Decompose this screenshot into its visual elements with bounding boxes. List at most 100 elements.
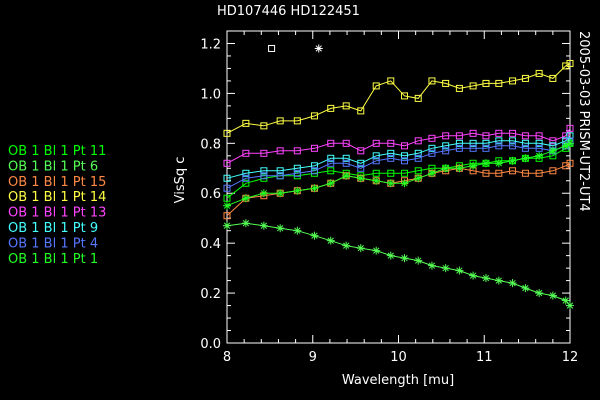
data-point [427,169,436,178]
data-point [327,139,335,147]
data-point [495,169,503,177]
data-point [310,167,318,175]
data-point [276,117,284,125]
data-point [442,79,450,87]
data-point [509,129,517,137]
data-point [386,179,395,188]
data-point [400,179,409,188]
data-point [521,74,529,82]
data-point [427,261,436,270]
data-point [241,219,250,228]
data-point [276,167,284,175]
top-markers [268,44,323,53]
data-point [342,171,351,180]
data-point [482,132,490,140]
data-point [455,84,463,92]
data-point [469,144,477,152]
data-point [549,137,557,145]
data-point [442,147,450,155]
data-point [223,221,231,230]
data-point [342,241,351,250]
data-point [442,132,450,140]
data-point [428,134,436,142]
series-5 [223,124,574,167]
data-point [356,174,365,183]
data-point [469,139,477,147]
data-point [386,251,395,260]
data-point [469,161,478,170]
data-point [401,152,409,160]
y-axis-label: VisSq c [173,157,188,204]
data-point [549,74,557,82]
data-point [535,144,543,152]
legend-entry: OB 1 Bl 1 Pt 6 [8,159,98,174]
data-point [326,179,335,188]
y-tick-label: 0.8 [200,137,221,152]
series-3 [223,159,574,220]
series-line [226,135,571,179]
data-point [357,164,365,172]
data-point [414,154,422,162]
data-point [521,169,529,177]
x-axis-label: Wavelength [mu] [342,373,454,388]
y-tick-label: 1.2 [200,37,221,52]
axes: 8 9 10 11 12 0.0 0.2 0.4 0.6 0.8 1.0 1.2 [200,30,578,365]
data-point [566,159,574,167]
data-point [414,167,422,175]
data-point [276,224,285,233]
plot-frame [226,30,571,344]
legend-entry: OB 1 Bl 1 Pt 1 [8,252,98,267]
data-point [482,169,490,177]
data-point [414,94,422,102]
data-point [223,212,231,220]
data-point [469,129,477,137]
data-point [387,139,395,147]
data-point [401,92,409,100]
data-point [310,144,318,152]
data-point [293,117,301,125]
data-point [469,271,478,280]
series-line [226,140,571,189]
data-point [414,256,423,265]
data-point [548,146,557,155]
y-tick-label: 0.4 [200,237,221,252]
top-marker-square [268,44,276,52]
data-point [535,139,543,147]
data-point [260,122,268,130]
data-point [401,142,409,150]
data-point [293,186,302,195]
data-point [495,137,503,145]
data-point [401,169,409,177]
series-line [226,128,571,164]
y-tick-label: 0.6 [200,187,221,202]
data-point [260,172,268,180]
data-point [414,174,423,183]
data-point [509,167,517,175]
data-point [293,164,301,172]
data-point [310,184,319,193]
data-point [327,159,335,167]
data-point [242,119,250,127]
data-point [494,276,503,285]
data-point [428,149,436,157]
top-marker-asterisk [314,44,323,53]
data-point [509,77,517,85]
data-point [521,154,530,163]
x-tick-label: 9 [309,350,317,365]
data-point [276,189,285,198]
data-point [372,152,380,160]
series-8 [223,139,574,210]
data-point [562,162,570,170]
data-point [455,139,463,147]
data-point [509,142,517,150]
data-point [521,284,530,293]
data-point [387,149,395,157]
data-point [509,137,517,145]
data-point [566,139,574,148]
data-point [342,139,350,147]
x-tick-label: 11 [476,350,493,365]
data-point [310,162,318,170]
data-point [428,77,436,85]
data-point [481,274,490,283]
data-point [223,201,231,210]
